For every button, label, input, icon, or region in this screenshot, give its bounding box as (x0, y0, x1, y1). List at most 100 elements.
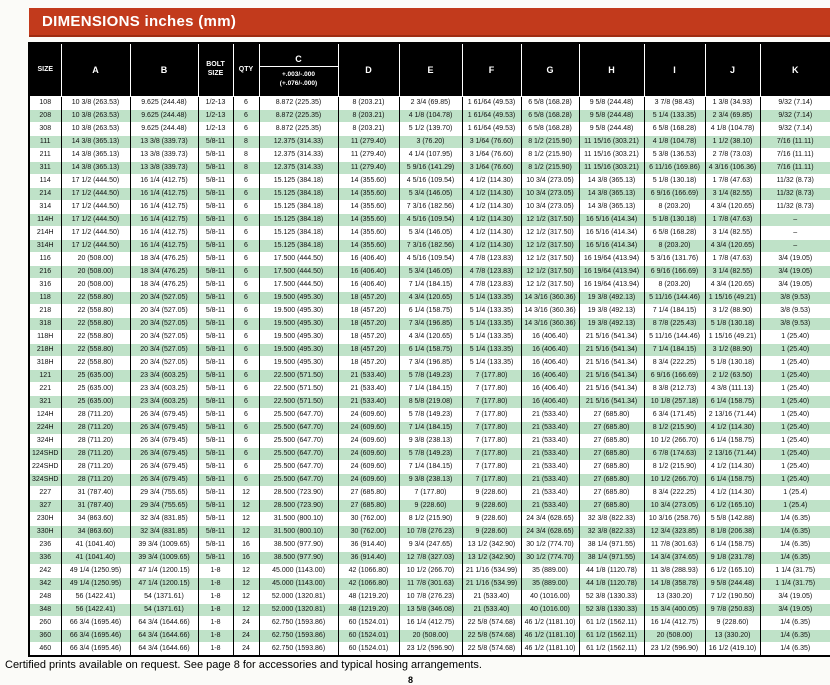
table-cell: 5/8-11 (197, 368, 233, 382)
table-cell: 24 (609.60) (337, 407, 399, 421)
table-cell: 21 5/16 (541.34) (578, 381, 644, 395)
table-cell: 11 15/16 (303.21) (578, 147, 644, 161)
table-cell: 10 3/4 (273.05) (520, 186, 579, 200)
table-cell: 27 (685.80) (578, 446, 644, 460)
table-cell: 28 (711.20) (60, 433, 130, 447)
table-cell: 5/8-11 (197, 199, 233, 213)
table-cell: 16 (406.40) (337, 277, 399, 291)
table-cell: 21 (533.40) (520, 407, 579, 421)
table-cell: 13 (330.20) (643, 589, 705, 603)
table-cell: 21 (533.40) (337, 381, 399, 395)
table-cell: 17 1/2 (444.50) (60, 238, 130, 252)
table-cell: 4 1/2 (114.30) (461, 212, 521, 226)
table-cell: 16 1/4 (412.75) (643, 615, 705, 629)
table-cell: 18 3/4 (476.25) (129, 251, 198, 265)
col-header-k: K (759, 43, 830, 96)
table-cell: 6 (232, 329, 259, 343)
table-cell: 22 (558.80) (60, 316, 130, 330)
table-cell: 20 (508.00) (60, 277, 130, 291)
table-cell: 22.500 (571.50) (258, 394, 338, 408)
size-cell: 342 (29, 576, 61, 590)
table-cell: 1 15/16 (49.21) (704, 329, 760, 343)
table-cell: 9/32 (7.14) (759, 121, 830, 135)
table-cell: 1 (25.40) (759, 472, 830, 486)
table-cell: 26 3/4 (679.45) (129, 433, 198, 447)
table-cell: 4 1/2 (114.30) (461, 199, 521, 213)
table-cell: 1 (25.40) (759, 368, 830, 382)
table-cell: 9/32 (7.14) (759, 95, 830, 109)
table-cell: 21 (533.40) (520, 472, 579, 486)
table-cell: 1 7/8 (47.63) (704, 212, 760, 226)
table-row: 227 31 (787.40) 29 3/4 (755.65) 5/8-11 12 28.… (29, 485, 830, 499)
size-cell: 224SHD (29, 459, 61, 473)
table-cell: 9 5/8 (244.48) (704, 576, 760, 590)
size-cell: 321 (29, 394, 61, 408)
size-cell: 216 (29, 264, 61, 278)
table-cell: 19.500 (495.30) (258, 355, 338, 369)
table-cell: 8 (203.20) (643, 199, 705, 213)
table-cell: 3/8 (9.53) (759, 316, 830, 330)
table-cell: 2 13/16 (71.44) (704, 407, 760, 421)
table-cell: 26 3/4 (679.45) (129, 407, 198, 421)
table-cell: 6 1/2 (165.10) (704, 563, 760, 577)
table-cell: 22 (558.80) (60, 329, 130, 343)
table-row: 248 56 (1422.41) 54 (1371.61) 1-8 12 52.000 (… (29, 589, 830, 603)
table-cell: 16 5/16 (414.34) (578, 238, 644, 252)
table-cell: 5 1/4 (133.35) (643, 108, 705, 122)
table-cell: 6 (232, 342, 259, 356)
table-cell: 1-8 (197, 628, 233, 642)
table-cell: 49 1/4 (1250.95) (60, 576, 130, 590)
table-row: 324SHD 28 (711.20) 26 3/4 (679.45) 5/8-11 6 2… (29, 472, 830, 486)
table-cell: 5/8-11 (197, 511, 233, 525)
table-cell: 11 (279.40) (337, 160, 399, 174)
table-cell: 11/32 (8.73) (759, 173, 830, 187)
table-cell: 15 3/4 (400.05) (643, 602, 705, 616)
table-row: 236 41 (1041.40) 39 3/4 (1009.65) 5/8-11 16 3… (29, 537, 830, 551)
table-cell: 16 (406.40) (520, 355, 579, 369)
table-cell: 8.872 (225.35) (258, 95, 338, 109)
table-cell: 25.500 (647.70) (258, 407, 338, 421)
table-cell: 6 5/8 (168.28) (643, 121, 705, 135)
table-cell: 46 1/2 (1181.10) (520, 628, 579, 642)
table-cell: 1 7/8 (47.63) (704, 173, 760, 187)
table-cell: – (759, 212, 830, 226)
table-cell: 6 (232, 95, 259, 109)
table-cell: 5 1/2 (139.70) (398, 121, 462, 135)
table-cell: 1/4 (6.35) (759, 615, 830, 629)
table-cell: 18 (457.20) (337, 316, 399, 330)
table-cell: 17 1/2 (444.50) (60, 199, 130, 213)
table-cell: 19 3/8 (492.13) (578, 290, 644, 304)
table-cell: 1 (25.40) (759, 407, 830, 421)
table-cell: 21 (533.40) (520, 459, 579, 473)
table-cell: 16 1/4 (412.75) (398, 615, 462, 629)
table-cell: 10 1/2 (266.70) (643, 433, 705, 447)
table-cell: 16 (232, 550, 259, 564)
col-header-i: I (643, 43, 705, 96)
table-cell: 6 (232, 264, 259, 278)
table-cell: 4 1/2 (114.30) (704, 420, 760, 434)
table-cell: 6 (232, 121, 259, 135)
table-cell: 27 (685.80) (578, 459, 644, 473)
table-cell: 5/8-11 (197, 212, 233, 226)
table-cell: 8 3/8 (212.73) (643, 381, 705, 395)
table-cell: 13 5/8 (346.08) (398, 602, 462, 616)
table-cell: 14 3/4 (374.65) (643, 550, 705, 564)
table-cell: 1 (25.40) (759, 459, 830, 473)
table-cell: 1/4 (6.35) (759, 511, 830, 525)
table-cell: 14 3/16 (360.36) (520, 290, 579, 304)
table-cell: 30 (762.00) (337, 511, 399, 525)
table-cell: 39 3/4 (1009.65) (129, 550, 198, 564)
table-cell: 25.500 (647.70) (258, 472, 338, 486)
table-cell: 5 11/16 (144.46) (643, 329, 705, 343)
size-cell: 111 (29, 134, 61, 148)
table-cell: 1 (25.4) (759, 498, 830, 512)
table-cell: 21 5/16 (541.34) (578, 355, 644, 369)
size-cell: 116 (29, 251, 61, 265)
table-cell: 28 (711.20) (60, 407, 130, 421)
table-cell: 6 (232, 199, 259, 213)
table-cell: 4 3/4 (120.65) (398, 329, 462, 343)
size-cell: 242 (29, 563, 61, 577)
table-cell: 6 (232, 225, 259, 239)
table-cell: 22.500 (571.50) (258, 368, 338, 382)
table-row: 124SHD 28 (711.20) 26 3/4 (679.45) 5/8-11 6 2… (29, 446, 830, 460)
